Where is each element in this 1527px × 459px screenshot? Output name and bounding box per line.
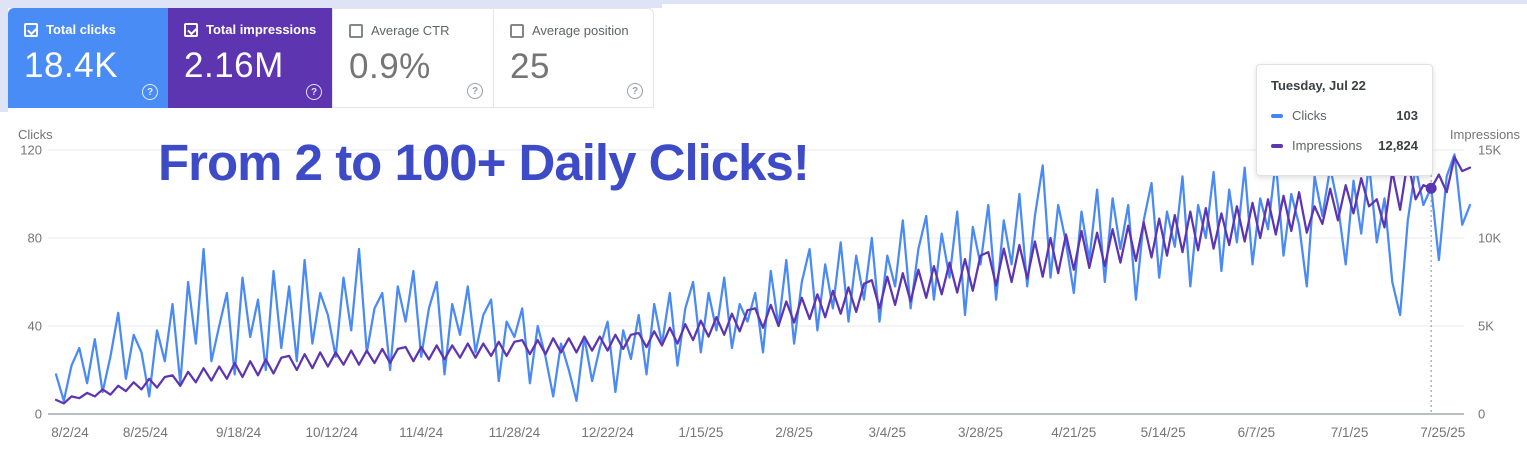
x-tick-label: 9/18/24 — [216, 425, 262, 440]
x-tick-label: 12/22/24 — [581, 425, 634, 440]
x-tick-label: 11/4/24 — [399, 425, 444, 440]
clicks-swatch-icon — [1271, 113, 1283, 118]
total-clicks-checkbox[interactable] — [24, 22, 38, 37]
left-tick-label: 120 — [20, 142, 42, 158]
x-tick-label: 7/25/25 — [1420, 425, 1466, 440]
help-icon[interactable]: ? — [306, 84, 322, 100]
right-tick-label: 10K — [1478, 230, 1502, 246]
x-tick-label: 2/8/25 — [775, 425, 813, 440]
tooltip-label: Clicks — [1292, 108, 1327, 123]
help-icon[interactable]: ? — [467, 83, 483, 99]
x-tick-label: 3/28/25 — [958, 425, 1004, 440]
impressions-line — [54, 155, 1472, 405]
x-tick-label: 5/14/25 — [1140, 425, 1186, 440]
hover-point — [1425, 182, 1437, 194]
metric-label: Average CTR — [371, 23, 450, 38]
help-icon[interactable]: ? — [627, 83, 643, 99]
cards-margin-left — [0, 0, 8, 112]
right-tick-label: 0 — [1478, 406, 1486, 422]
x-tick-label: 11/28/24 — [488, 425, 541, 440]
help-icon[interactable]: ? — [142, 84, 158, 100]
x-tick-label: 8/25/24 — [122, 425, 168, 440]
metric-card-total-clicks[interactable]: Total clicks 18.4K ? — [8, 8, 168, 108]
page-margin-top — [0, 0, 1527, 4]
metric-value: 18.4K — [24, 46, 118, 85]
metric-value: 2.16M — [184, 46, 284, 85]
average-ctr-checkbox[interactable] — [349, 23, 363, 38]
metric-label: Total impressions — [206, 22, 317, 37]
metric-card-average-position[interactable]: Average position 25 ? — [493, 8, 654, 108]
x-tick-label: 6/7/25 — [1237, 425, 1276, 440]
x-tick-label: 1/15/25 — [678, 425, 724, 440]
average-position-checkbox[interactable] — [510, 23, 524, 38]
x-tick-label: 4/21/25 — [1051, 425, 1097, 440]
tooltip-value: 12,824 — [1378, 138, 1418, 153]
left-tick-label: 80 — [27, 230, 42, 246]
right-axis-title: Impressions — [1449, 127, 1520, 142]
left-tick-label: 0 — [34, 406, 42, 422]
metric-cards-row: Total clicks 18.4K ? Total impressions 2… — [8, 8, 654, 108]
metric-value: 25 — [510, 47, 550, 86]
x-tick-label: 8/2/24 — [51, 425, 89, 440]
metric-value: 0.9% — [349, 47, 431, 86]
metric-label: Total clicks — [46, 22, 116, 37]
left-tick-label: 40 — [27, 318, 42, 334]
tooltip-row-clicks: Clicks 103 — [1271, 108, 1418, 123]
tooltip-value: 103 — [1396, 108, 1418, 123]
impressions-swatch-icon — [1271, 143, 1283, 148]
tooltip-row-impressions: Impressions 12,824 — [1271, 138, 1418, 153]
metric-card-average-ctr[interactable]: Average CTR 0.9% ? — [332, 8, 493, 108]
total-impressions-checkbox[interactable] — [184, 22, 198, 37]
x-tick-label: 3/4/25 — [868, 425, 907, 440]
chart-tooltip: Tuesday, Jul 22 Clicks 103 Impressions 1… — [1256, 64, 1433, 176]
x-tick-label: 10/12/24 — [305, 425, 359, 440]
right-tick-label: 5K — [1478, 318, 1494, 334]
tooltip-label: Impressions — [1292, 138, 1363, 153]
metric-card-total-impressions[interactable]: Total impressions 2.16M ? — [168, 8, 332, 108]
left-axis-title: Clicks — [18, 127, 53, 142]
overlay-headline: From 2 to 100+ Daily Clicks! — [158, 134, 810, 191]
tooltip-date: Tuesday, Jul 22 — [1271, 78, 1366, 93]
cards-margin-top — [0, 0, 662, 8]
x-tick-label: 7/1/25 — [1330, 425, 1369, 440]
right-tick-label: 15K — [1478, 142, 1502, 158]
metric-label: Average position — [532, 23, 629, 38]
